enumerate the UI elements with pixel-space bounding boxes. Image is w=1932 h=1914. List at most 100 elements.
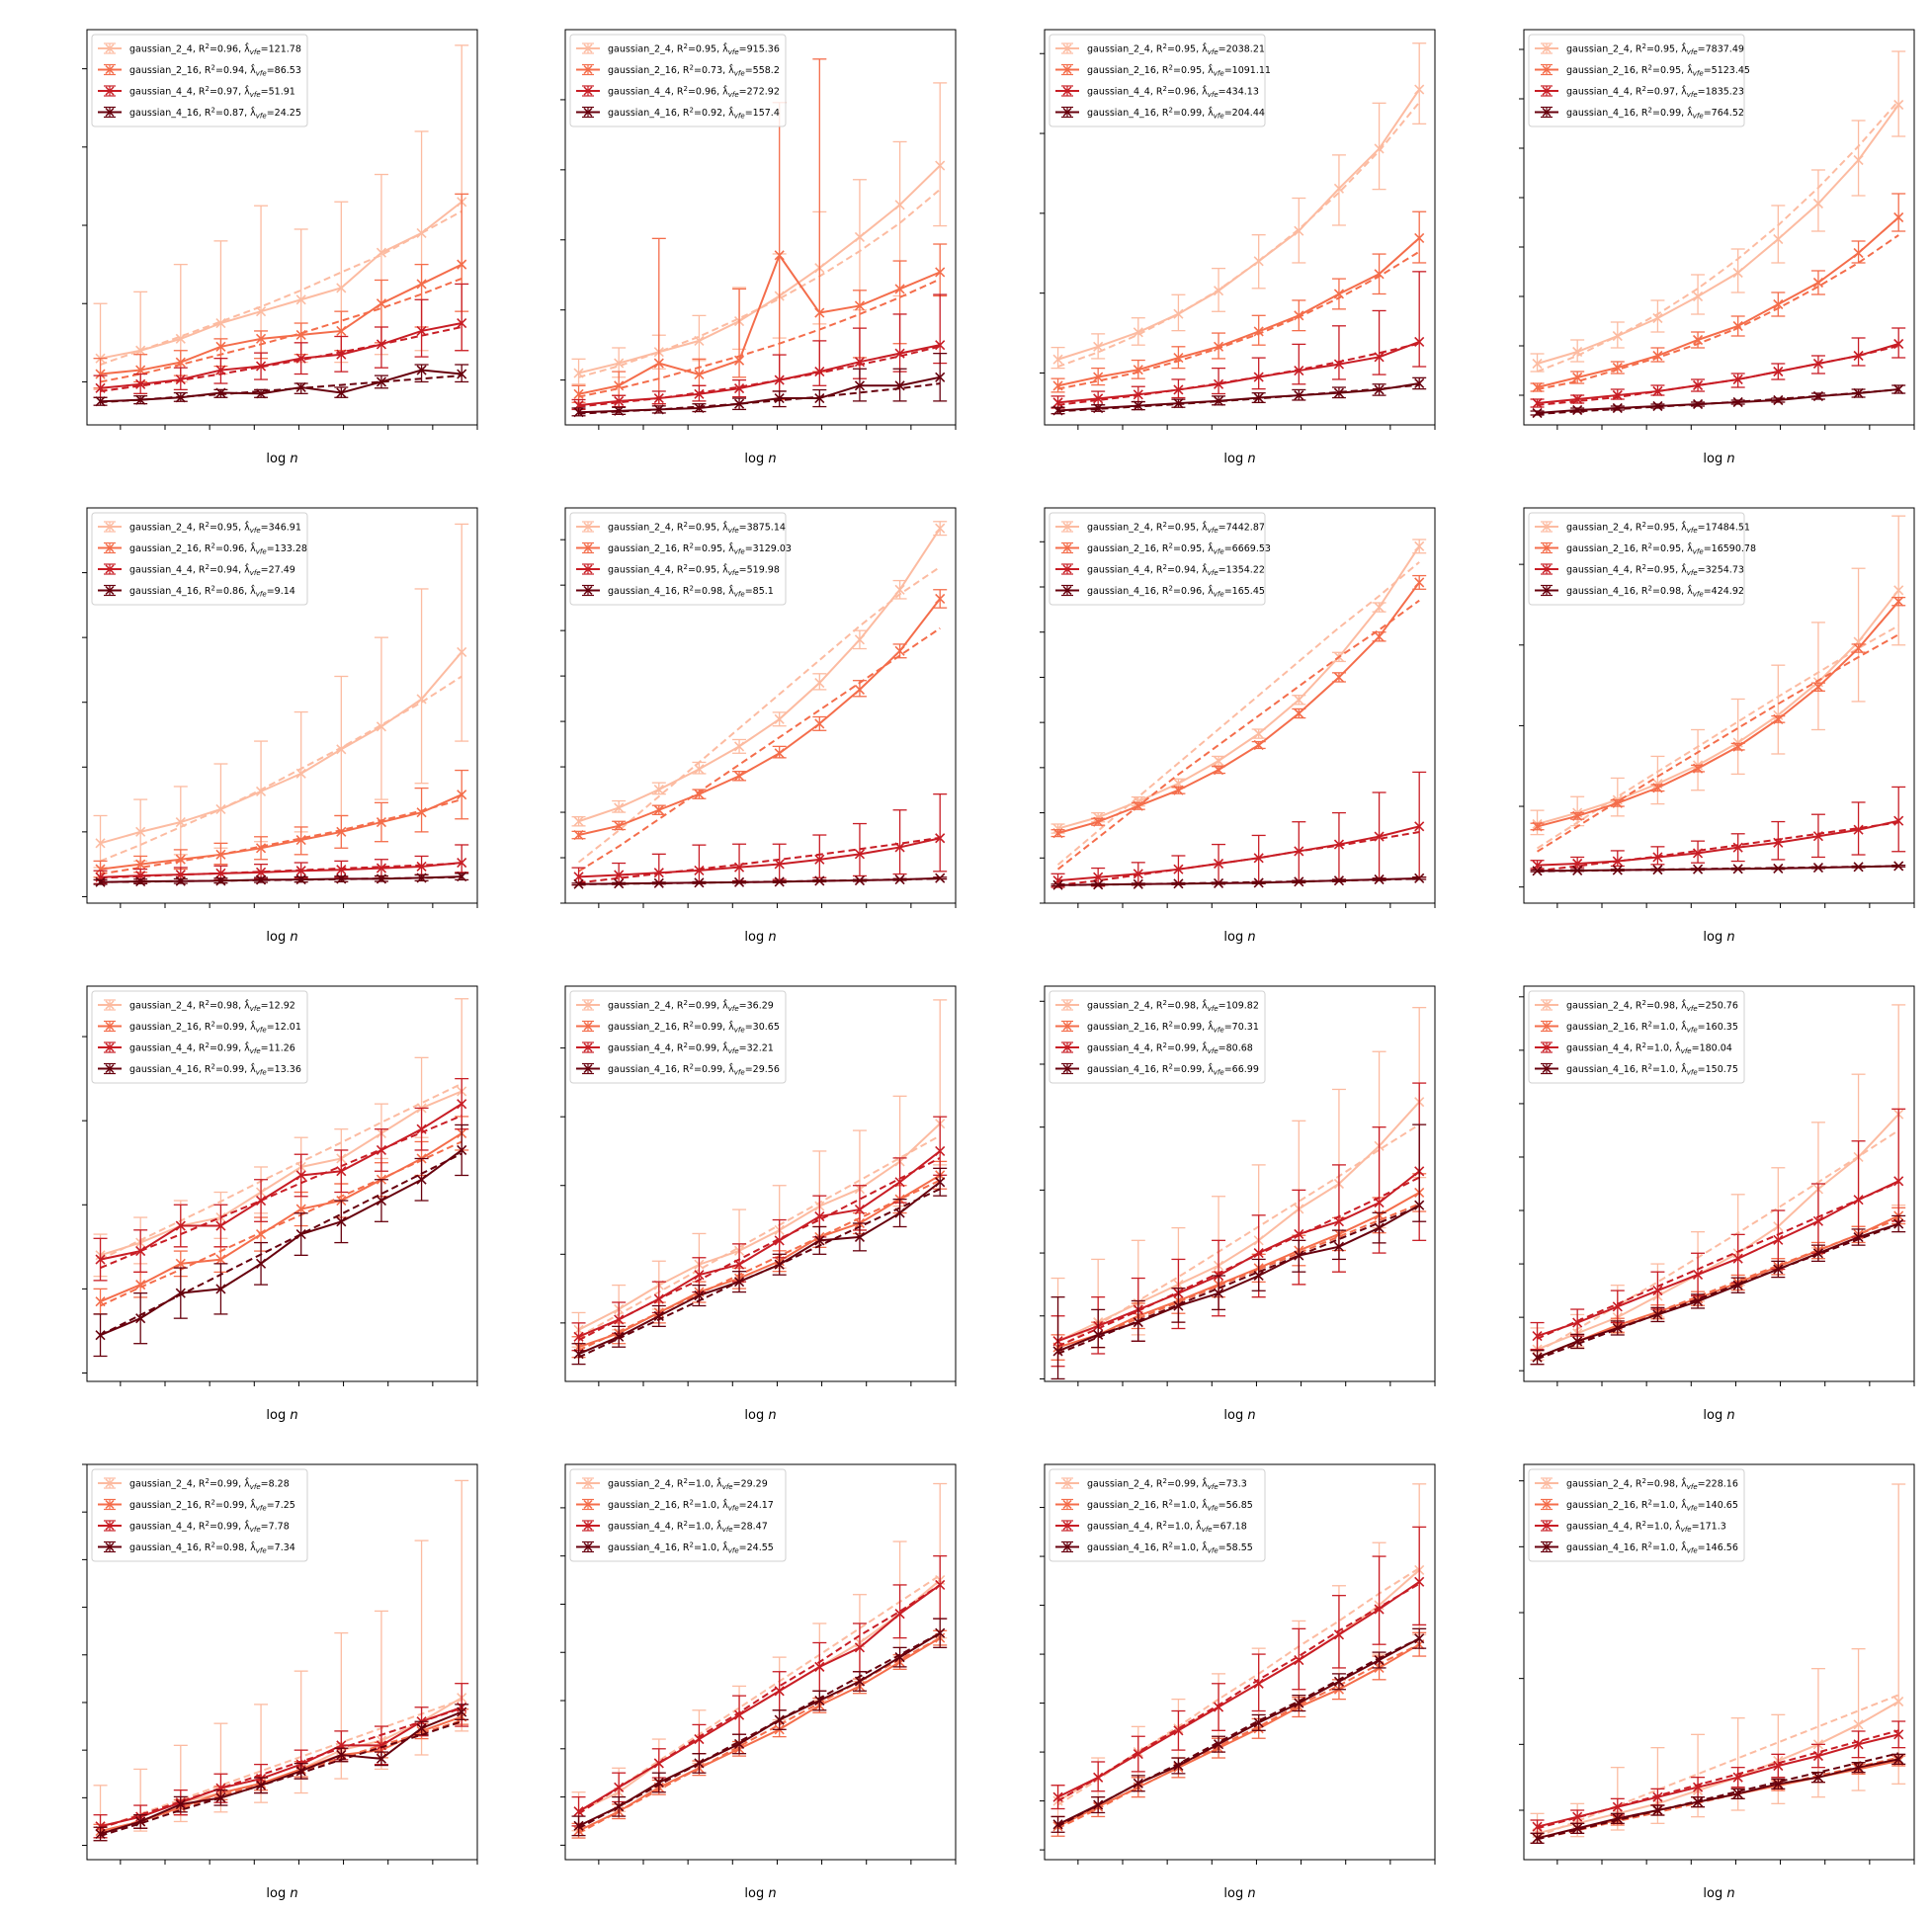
legend-item: gaussian_2_16, R2=0.95, λ̂vfe=5123.45 (1535, 63, 1750, 78)
axes-frame (1044, 1463, 1436, 1861)
data-point (614, 405, 625, 416)
data-point (215, 803, 226, 814)
legend-marker (1062, 1000, 1072, 1010)
legend-item: gaussian_2_4, R2=0.95, λ̂vfe=7442.87 (1055, 521, 1265, 535)
data-point (1812, 831, 1824, 842)
data-point (135, 1280, 146, 1290)
data-point (1294, 310, 1304, 321)
legend-item: gaussian_4_16, R2=1.0, λ̂vfe=150.75 (1535, 1062, 1738, 1077)
data-point (1173, 785, 1184, 795)
data-point (935, 1579, 946, 1591)
data-point (573, 1349, 584, 1360)
legend-item: gaussian_4_16, R2=1.0, λ̂vfe=146.56 (1535, 1540, 1738, 1555)
error-bar (1771, 205, 1786, 264)
error-bar (1412, 271, 1427, 368)
data-point (814, 367, 825, 377)
data-point (774, 392, 785, 404)
legend-item: gaussian_4_16, R2=0.92, λ̂vfe=157.4 (576, 106, 780, 121)
series-line (1057, 1643, 1420, 1828)
legend-label: gaussian_4_16, R2=0.99, λ̂vfe=13.36 (129, 1062, 301, 1076)
data-point (255, 786, 267, 796)
data-point (215, 1254, 226, 1265)
legend-label: gaussian_4_4, R2=0.99, λ̂vfe=32.21 (608, 1041, 774, 1055)
data-point (614, 878, 625, 889)
error-bar (1691, 840, 1706, 864)
data-point (295, 1228, 306, 1240)
data-point (694, 1758, 705, 1769)
series-gaussian_4_16 (571, 873, 948, 889)
legend-label: gaussian_2_16, R2=1.0, λ̂vfe=56.85 (1087, 1498, 1253, 1512)
data-point (95, 1296, 106, 1307)
data-point (935, 372, 946, 382)
series-line (578, 598, 941, 837)
data-point (1294, 365, 1304, 376)
series-line (1537, 1222, 1899, 1359)
data-point (1692, 1782, 1704, 1792)
data-point (1093, 872, 1104, 882)
legend-item: gaussian_4_4, R2=1.0, λ̂vfe=171.3 (1535, 1520, 1726, 1534)
legend: gaussian_2_4, R2=1.0, λ̂vfe=29.29 gaussia… (569, 1468, 787, 1562)
data-point (935, 833, 946, 844)
legend-item: gaussian_4_4, R2=0.95, λ̂vfe=519.98 (576, 563, 780, 577)
legend-box (1528, 1468, 1745, 1562)
data-point (215, 875, 226, 886)
fit-line (100, 1115, 462, 1270)
error-bar (1810, 622, 1825, 731)
data-point (416, 365, 427, 375)
legend-box (1049, 34, 1266, 127)
x-axis-label-var: n (768, 1886, 776, 1901)
data-point (95, 1254, 106, 1265)
data-point (1652, 1791, 1663, 1802)
data-point (1773, 713, 1784, 724)
legend-label: gaussian_2_4, R2=0.98, λ̂vfe=250.76 (1566, 999, 1738, 1013)
x-axis-label-var: n (290, 1886, 297, 1901)
data-point (1052, 380, 1063, 391)
legend-label: gaussian_4_4, R2=0.97, λ̂vfe=51.91 (129, 85, 295, 99)
data-point (573, 829, 584, 841)
data-point (1414, 1576, 1425, 1587)
legend-marker (1062, 522, 1072, 532)
data-point (1652, 350, 1663, 362)
data-point (935, 160, 946, 171)
data-point (135, 378, 146, 389)
legend-box (91, 512, 308, 606)
legend-item: gaussian_4_4, R2=1.0, λ̂vfe=67.18 (1055, 1520, 1247, 1534)
legend: gaussian_2_4, R2=0.95, λ̂vfe=7837.49 gaus… (1528, 34, 1750, 127)
data-point (1853, 1195, 1864, 1206)
legend: gaussian_2_4, R2=0.96, λ̂vfe=121.78 gauss… (91, 34, 308, 127)
fit-line (578, 278, 941, 398)
series-gaussian_4_16 (571, 353, 948, 418)
data-point (376, 874, 387, 884)
data-point (694, 1733, 705, 1745)
data-point (255, 843, 267, 854)
data-point (376, 339, 387, 350)
panel-12: log n gaussian_2_4, R2=0.98, λ̂vfe=250.76… (1519, 985, 1915, 1423)
plot-area (1050, 1007, 1427, 1380)
series-gaussian_4_4 (1050, 771, 1427, 888)
data-point (255, 1195, 267, 1207)
data-point (457, 1144, 467, 1156)
axes-frame (1044, 507, 1436, 904)
axes-frame (564, 29, 957, 426)
data-point (1572, 1317, 1583, 1328)
data-point (1093, 393, 1104, 404)
data-point (573, 872, 584, 882)
legend-marker (105, 1521, 115, 1531)
legend-marker (583, 1000, 593, 1010)
data-point (1812, 390, 1824, 402)
legend-label: gaussian_4_4, R2=1.0, λ̂vfe=180.04 (1566, 1041, 1732, 1055)
series-gaussian_4_4 (571, 793, 948, 886)
data-point (1812, 358, 1824, 370)
legend-marker (1062, 43, 1072, 53)
data-point (1333, 183, 1345, 194)
axes-frame (1044, 985, 1436, 1382)
data-point (255, 1258, 267, 1269)
legend-marker (1542, 1042, 1552, 1052)
axes-frame (86, 985, 478, 1382)
series-line (578, 1584, 941, 1813)
error-bar (571, 358, 586, 385)
legend-marker (105, 1021, 115, 1032)
series-line (100, 1710, 462, 1835)
series-line (1537, 1733, 1899, 1828)
data-point (336, 1216, 347, 1227)
